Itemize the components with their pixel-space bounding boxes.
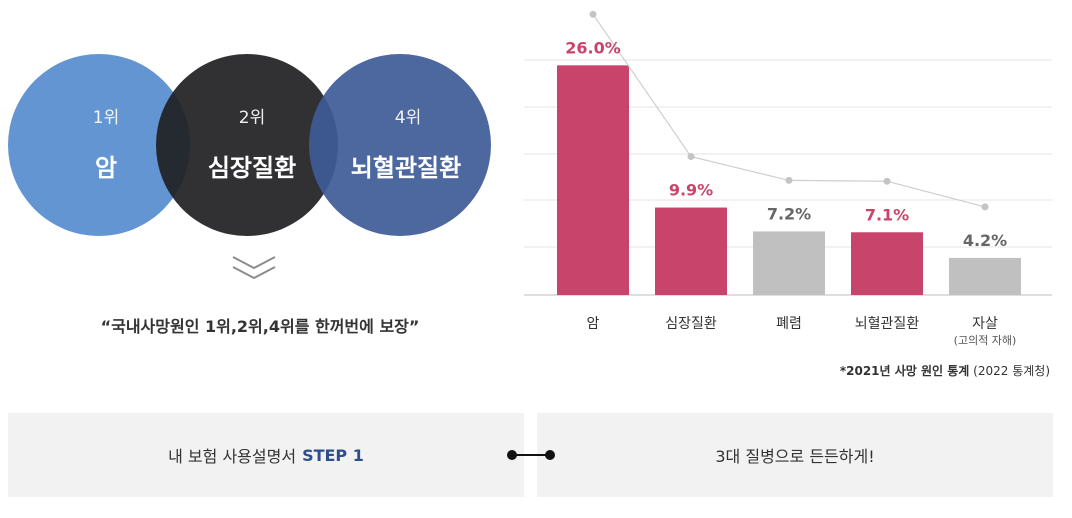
data-label: 7.2% bbox=[767, 204, 811, 223]
data-label: 26.0% bbox=[565, 38, 621, 57]
data-label: 9.9% bbox=[669, 181, 713, 200]
bars bbox=[557, 65, 1021, 295]
trend-point bbox=[687, 153, 695, 161]
double-chevron-down-icon bbox=[232, 256, 276, 280]
trend-line bbox=[589, 10, 989, 211]
category-labels: 암 심장질환 폐렴 뇌혈관질환 자살(고의적 자해) bbox=[587, 316, 1017, 347]
data-label: 7.1% bbox=[865, 205, 909, 224]
coverage-tagline: “국내사망원인 1위,2위,4위를 한꺼번에 보장” bbox=[100, 317, 420, 336]
step-number: STEP 1 bbox=[302, 445, 364, 465]
value-labels: 26.0% 9.9% 7.2% 7.1% 4.2% bbox=[565, 38, 1007, 250]
trend-point bbox=[785, 176, 793, 184]
category-label: 뇌혈관질환 bbox=[855, 316, 920, 332]
rank-label-2: 2위 bbox=[238, 108, 266, 128]
bar bbox=[557, 65, 629, 295]
trend-point bbox=[589, 10, 597, 18]
category-label: 심장질환 bbox=[665, 316, 717, 332]
bar bbox=[949, 257, 1021, 295]
connector-dots-icon bbox=[507, 450, 555, 460]
category-sublabel: (고의적 자해) bbox=[954, 333, 1017, 347]
disease-name-heart: 심장질환 bbox=[207, 154, 297, 182]
rank-label-4: 4위 bbox=[394, 108, 422, 128]
bar bbox=[753, 231, 825, 295]
venn-diagram: 1위 암 2위 심장질환 4위 뇌혈관질환 bbox=[0, 0, 520, 250]
death-cause-bar-chart: 26.0% 9.9% 7.2% 7.1% 4.2% 암 심장질환 폐렴 뇌혈관질환 자살(고의적… bbox=[524, 10, 1052, 347]
source-normal: (2022 통계청) bbox=[969, 364, 1050, 378]
disease-name-cancer: 암 bbox=[94, 154, 118, 182]
bar bbox=[655, 207, 727, 295]
category-label: 자살 bbox=[972, 316, 998, 332]
slogan-box: 3대 질병으로 든든하게! bbox=[537, 413, 1053, 497]
trend-point bbox=[981, 203, 989, 211]
chart-source-note: *2021년 사망 원인 통계 (2022 통계청) bbox=[840, 362, 1050, 379]
data-label: 4.2% bbox=[963, 231, 1007, 250]
circle-heart-disease bbox=[156, 54, 338, 236]
slogan-text: 3대 질병으로 든든하게! bbox=[715, 447, 875, 466]
category-label: 암 bbox=[587, 316, 600, 332]
step-box: 내 보험 사용설명서 STEP 1 bbox=[8, 413, 524, 497]
circle-cerebrovascular bbox=[309, 54, 491, 236]
source-bold: *2021년 사망 원인 통계 bbox=[839, 364, 970, 378]
rank-label-1: 1위 bbox=[92, 108, 120, 128]
step-box-label: 내 보험 사용설명서 bbox=[168, 447, 297, 466]
bar bbox=[851, 232, 923, 295]
trend-point bbox=[883, 177, 891, 185]
disease-name-cerebro: 뇌혈관질환 bbox=[350, 154, 462, 182]
category-label: 폐렴 bbox=[776, 316, 802, 332]
